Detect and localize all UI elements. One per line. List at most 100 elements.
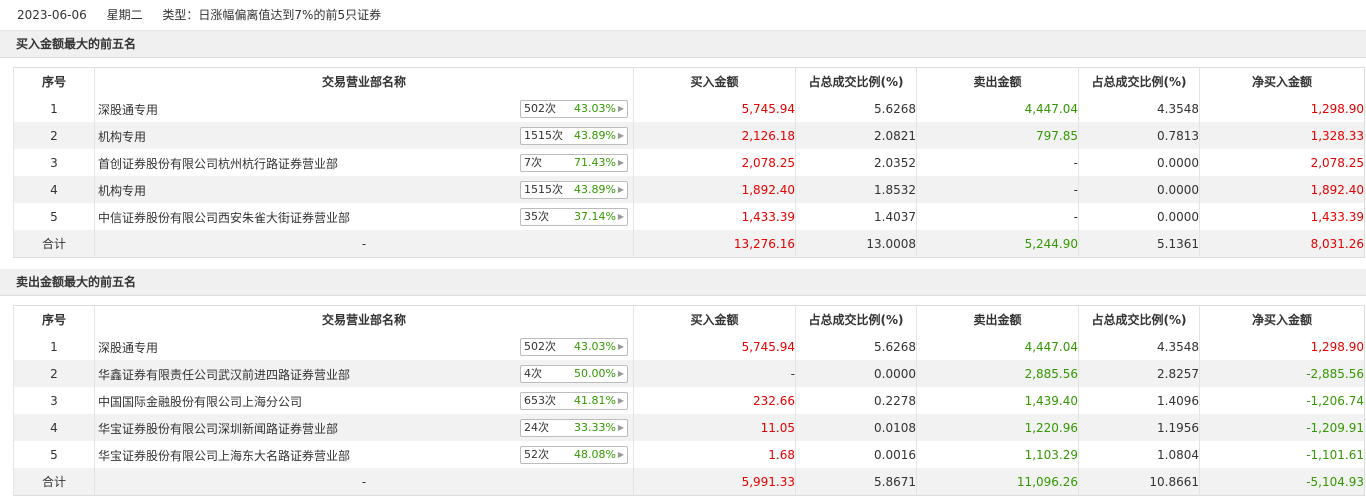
buy-amount: 5,745.94 (633, 95, 796, 122)
caret-right-icon: ▶ (617, 158, 624, 167)
col-sell-ratio: 占总成交比例(%) (1078, 305, 1200, 333)
net-buy-amount: 1,328.33 (1199, 122, 1365, 149)
row-index: 2 (13, 360, 95, 387)
buy-ratio: 5.6268 (795, 333, 917, 360)
win-rate: 37.14% (574, 210, 616, 223)
table-row: 3 首创证券股份有限公司杭州杭行路证券营业部 7次 71.43% ▶ 2,078.25 2.… (13, 149, 1365, 176)
branch-name[interactable]: 机构专用 (98, 184, 147, 198)
caret-right-icon: ▶ (617, 185, 624, 194)
win-rate: 43.89% (574, 183, 616, 196)
branch-cell: 中信证券股份有限公司西安朱雀大街证券营业部 35次 37.14% ▶ (94, 203, 634, 230)
appearance-count: 35次 (524, 210, 549, 223)
buy-amount: 2,078.25 (633, 149, 796, 176)
total-label: 合计 (13, 230, 95, 258)
total-label: 合计 (13, 468, 95, 496)
sell-ratio: 1.0804 (1078, 441, 1200, 468)
trade-date: 2023-06-06 (17, 8, 87, 22)
branch-stats-button[interactable]: 502次 43.03% ▶ (520, 100, 628, 118)
appearance-count: 52次 (524, 448, 549, 461)
appearance-count: 502次 (524, 102, 556, 115)
table-row: 4 机构专用 1515次 43.89% ▶ 1,892.40 1.8532-0.0000 1,… (13, 176, 1365, 203)
branch-name[interactable]: 华鑫证券有限责任公司武汉前进四路证券营业部 (98, 368, 351, 382)
col-index: 序号 (13, 67, 95, 95)
caret-right-icon: ▶ (617, 212, 624, 221)
col-buy-amount: 买入金额 (633, 67, 796, 95)
branch-stats-button[interactable]: 1515次 43.89% ▶ (520, 181, 628, 199)
total-branch: - (94, 468, 634, 496)
sell-table-header: 序号 交易营业部名称 买入金额 占总成交比例(%) 卖出金额 占总成交比例(%)… (13, 305, 1365, 333)
sell-amount: 797.85 (916, 122, 1079, 149)
sell-amount: - (916, 149, 1079, 176)
row-index: 3 (13, 149, 95, 176)
caret-right-icon: ▶ (617, 423, 624, 432)
branch-name[interactable]: 深股通专用 (98, 341, 159, 355)
total-sell-ratio: 10.8661 (1078, 468, 1200, 496)
appearance-count: 653次 (524, 394, 556, 407)
caret-right-icon: ▶ (617, 369, 624, 378)
win-rate: 33.33% (574, 421, 616, 434)
total-branch: - (94, 230, 634, 258)
total-buy-ratio: 5.8671 (795, 468, 917, 496)
appearance-count: 1515次 (524, 183, 563, 196)
buy-amount: 1,433.39 (633, 203, 796, 230)
appearance-count: 7次 (524, 156, 542, 169)
branch-name[interactable]: 华宝证券股份有限公司深圳新闻路证券营业部 (98, 422, 339, 436)
branch-stats-button[interactable]: 653次 41.81% ▶ (520, 392, 628, 410)
branch-name[interactable]: 深股通专用 (98, 103, 159, 117)
caret-right-icon: ▶ (617, 342, 624, 351)
sell-amount: - (916, 203, 1079, 230)
appearance-count: 1515次 (524, 129, 563, 142)
win-rate: 48.08% (574, 448, 616, 461)
buy-ratio: 2.0821 (795, 122, 917, 149)
sell-amount: 4,447.04 (916, 95, 1079, 122)
col-net-buy: 净买入金额 (1199, 67, 1365, 95)
net-buy-amount: 1,298.90 (1199, 95, 1365, 122)
table-row: 5 中信证券股份有限公司西安朱雀大街证券营业部 35次 37.14% ▶ 1,433.39… (13, 203, 1365, 230)
buy-section-title: 买入金额最大的前五名 (0, 31, 1366, 58)
branch-stats-button[interactable]: 4次 50.00% ▶ (520, 365, 628, 383)
buy-ratio: 0.0108 (795, 414, 917, 441)
buy-ratio: 0.0016 (795, 441, 917, 468)
branch-stats-button[interactable]: 52次 48.08% ▶ (520, 446, 628, 464)
total-buy-amount: 13,276.16 (633, 230, 796, 258)
win-rate: 43.89% (574, 129, 616, 142)
branch-cell: 中国国际金融股份有限公司上海分公司 653次 41.81% ▶ (94, 387, 634, 414)
sell-amount: 1,103.29 (916, 441, 1079, 468)
buy-amount: 232.66 (633, 387, 796, 414)
win-rate: 50.00% (574, 367, 616, 380)
buy-ratio: 0.0000 (795, 360, 917, 387)
branch-cell: 华鑫证券有限责任公司武汉前进四路证券营业部 4次 50.00% ▶ (94, 360, 634, 387)
branch-stats-button[interactable]: 24次 33.33% ▶ (520, 419, 628, 437)
table-row: 1 深股通专用 502次 43.03% ▶ 5,745.94 5.6268 4,447.04 4… (13, 333, 1365, 360)
branch-name[interactable]: 机构专用 (98, 130, 147, 144)
buy-amount: - (633, 360, 796, 387)
branch-cell: 华宝证券股份有限公司深圳新闻路证券营业部 24次 33.33% ▶ (94, 414, 634, 441)
buy-amount: 11.05 (633, 414, 796, 441)
branch-name[interactable]: 华宝证券股份有限公司上海东大名路证券营业部 (98, 449, 351, 463)
branch-cell: 华宝证券股份有限公司上海东大名路证券营业部 52次 48.08% ▶ (94, 441, 634, 468)
net-buy-amount: 1,892.40 (1199, 176, 1365, 203)
branch-cell: 首创证券股份有限公司杭州杭行路证券营业部 7次 71.43% ▶ (94, 149, 634, 176)
branch-name[interactable]: 中国国际金融股份有限公司上海分公司 (98, 395, 303, 409)
branch-stats-button[interactable]: 502次 43.03% ▶ (520, 338, 628, 356)
total-sell-amount: 11,096.26 (916, 468, 1079, 496)
win-rate: 43.03% (574, 102, 616, 115)
buy-amount: 1,892.40 (633, 176, 796, 203)
branch-stats-button[interactable]: 1515次 43.89% ▶ (520, 127, 628, 145)
caret-right-icon: ▶ (617, 131, 624, 140)
col-sell-amount: 卖出金额 (916, 305, 1079, 333)
win-rate: 41.81% (574, 394, 616, 407)
sell-ratio: 0.0000 (1078, 203, 1200, 230)
row-index: 5 (13, 203, 95, 230)
buy-amount: 2,126.18 (633, 122, 796, 149)
win-rate: 71.43% (574, 156, 616, 169)
sell-ratio: 0.0000 (1078, 149, 1200, 176)
branch-stats-button[interactable]: 35次 37.14% ▶ (520, 208, 628, 226)
branch-stats-button[interactable]: 7次 71.43% ▶ (520, 154, 628, 172)
sell-ratio: 0.7813 (1078, 122, 1200, 149)
net-buy-amount: -2,885.56 (1199, 360, 1365, 387)
row-index: 2 (13, 122, 95, 149)
buy-table-header: 序号 交易营业部名称 买入金额 占总成交比例(%) 卖出金额 占总成交比例(%)… (13, 67, 1365, 95)
branch-name[interactable]: 中信证券股份有限公司西安朱雀大街证券营业部 (98, 211, 351, 225)
branch-name[interactable]: 首创证券股份有限公司杭州杭行路证券营业部 (98, 157, 339, 171)
